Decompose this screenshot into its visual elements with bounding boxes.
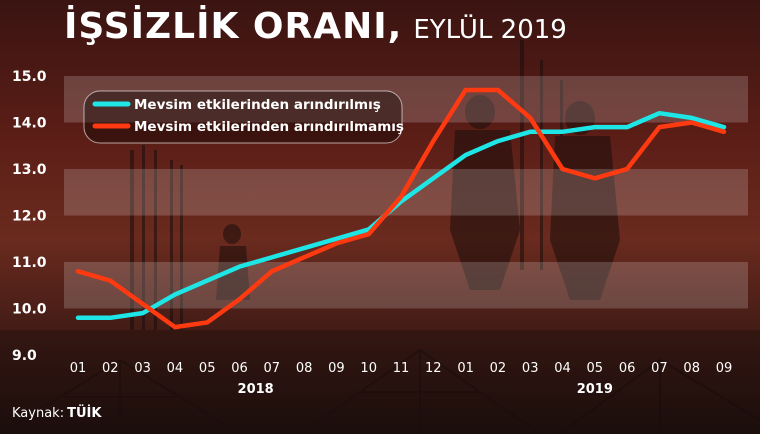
grid-bands: [64, 76, 748, 309]
y-tick-label: 14.0: [12, 116, 47, 132]
x-tick-label: 06: [619, 361, 636, 376]
legend-box: [83, 90, 403, 144]
title-main: İŞSİZLİK ORANI,: [64, 6, 403, 47]
year-label: 2018: [238, 382, 274, 397]
x-tick-label: 08: [296, 361, 313, 376]
grid-band: [64, 262, 748, 309]
x-tick-label: 11: [393, 361, 410, 376]
x-tick-label: 04: [167, 361, 184, 376]
x-tick-label: 01: [457, 361, 474, 376]
series-line-seasonally-adjusted: [75, 110, 727, 321]
x-tick-label: 03: [134, 361, 151, 376]
y-tick-label: 12.0: [12, 209, 47, 225]
x-tick-label: 10: [360, 361, 377, 376]
x-tick-label: 09: [328, 361, 345, 376]
legend-label: Mevsim etkilerinden arındırılmış: [134, 97, 381, 113]
x-tick-label: 12: [425, 361, 442, 376]
year-label: 2019: [577, 382, 613, 397]
y-tick-label: 11.0: [12, 255, 47, 271]
y-tick-label: 15.0: [12, 69, 47, 85]
x-tick-label: 04: [554, 361, 571, 376]
y-tick-label: 13.0: [12, 162, 47, 178]
legend: Mevsim etkilerinden arındırılmış Mevsim e…: [83, 90, 404, 144]
title-subtitle: EYLÜL 2019: [413, 15, 567, 45]
y-axis-ticks: 9.0 10.0 11.0 12.0 13.0 14.0 15.0: [12, 69, 47, 364]
x-tick-label: 05: [199, 361, 216, 376]
source-name: TÜİK: [67, 406, 102, 421]
x-tick-label: 06: [231, 361, 248, 376]
x-tick-label: 07: [264, 361, 281, 376]
x-axis-ticks: 01 02 03 04 05 06 07 08 09 10 11 12 01 02 03 04 05 06 07 08…: [70, 361, 733, 376]
x-tick-label: 01: [70, 361, 87, 376]
source-label: Kaynak:: [12, 406, 65, 421]
series-lines: [75, 87, 727, 330]
source-note: Kaynak: TÜİK: [12, 406, 101, 421]
x-tick-label: 07: [651, 361, 668, 376]
year-labels: 2018 2019: [238, 382, 613, 397]
chart-title: İŞSİZLİK ORANI, EYLÜL 2019: [64, 6, 567, 47]
x-tick-label: 03: [522, 361, 539, 376]
y-tick-label: 10.0: [12, 302, 47, 318]
x-tick-label: 05: [587, 361, 604, 376]
x-tick-label: 02: [490, 361, 507, 376]
grid-band: [64, 76, 748, 123]
x-tick-label: 09: [716, 361, 733, 376]
x-tick-label: 02: [102, 361, 119, 376]
series-line-unadjusted: [75, 87, 727, 330]
legend-label: Mevsim etkilerinden arındırılmamış: [134, 119, 404, 135]
x-tick-label: 08: [683, 361, 700, 376]
y-tick-label: 9.0: [12, 348, 37, 364]
